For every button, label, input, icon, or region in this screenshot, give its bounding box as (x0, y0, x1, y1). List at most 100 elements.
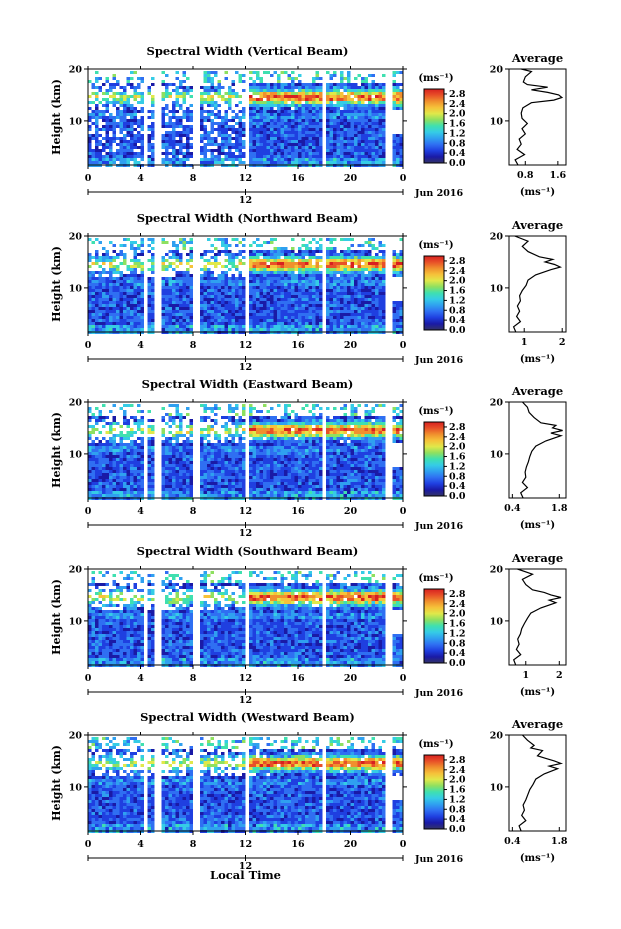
x-tick-label: 0 (400, 839, 407, 850)
y-axis-label: Height (km) (50, 579, 63, 655)
date-tick-label: 12 (239, 362, 252, 373)
average-unit: (ms⁻¹) (520, 354, 555, 365)
y-tick-label: 20 (69, 565, 83, 576)
colorbar-tick-label: 2.0 (449, 276, 466, 287)
y-tick-label: 20 (69, 731, 83, 742)
average-title: Average (511, 218, 563, 232)
colorbar-tick-label: 0.4 (449, 315, 466, 326)
x-tick-label: 0 (85, 839, 92, 850)
average-frame (508, 68, 567, 166)
x-tick-label: 12 (239, 506, 252, 517)
colorbar-tick-label: 0.4 (449, 814, 466, 825)
y-tick-label: 20 (69, 65, 83, 76)
colorbar-tick-label: 1.2 (449, 628, 466, 639)
colorbar-tick-label: 2.8 (449, 256, 466, 267)
x-tick-label: 20 (344, 673, 358, 684)
x-tick-label: 0 (400, 340, 407, 351)
y-axis-label: Height (km) (50, 79, 63, 155)
colorbar-tick-label: 0.0 (449, 824, 466, 835)
x-tick-label: 20 (344, 506, 358, 517)
date-label: Jun 2016 (414, 521, 463, 532)
x-tick-label: 0 (85, 173, 92, 184)
colorbar-tick-label: 1.6 (449, 119, 466, 130)
colorbar-tick-label: 1.6 (449, 785, 466, 796)
average-unit: (ms⁻¹) (520, 687, 555, 698)
colorbar (423, 255, 445, 331)
colorbar-tick-label: 0.0 (449, 158, 466, 169)
panel-title: Spectral Width (Eastward Beam) (142, 377, 354, 391)
y-axis-label: Height (km) (50, 412, 63, 488)
x-tick-label: 8 (190, 673, 197, 684)
avg-x-tick-label: 1 (522, 670, 529, 681)
colorbar-tick-label: 2.8 (449, 89, 466, 100)
x-tick-label: 16 (291, 506, 305, 517)
avg-y-tick-label: 10 (490, 116, 504, 127)
colorbar (423, 421, 445, 497)
heatmap (88, 404, 403, 500)
colorbar (423, 88, 445, 164)
colorbar-tick-label: 1.2 (449, 794, 466, 805)
x-tick-label: 4 (137, 506, 144, 517)
x-tick-label: 20 (344, 173, 358, 184)
panel-title: Spectral Width (Vertical Beam) (147, 44, 349, 58)
avg-y-tick-label: 20 (490, 232, 504, 243)
colorbar-tick-label: 0.8 (449, 138, 466, 149)
date-label: Jun 2016 (414, 355, 463, 366)
x-tick-label: 4 (137, 340, 144, 351)
average-profile-line (514, 68, 564, 166)
avg-x-tick-label: 0.4 (504, 836, 521, 847)
colorbar-tick-label: 1.6 (449, 452, 466, 463)
average-profile-line (512, 568, 562, 666)
colorbar-tick-label: 1.6 (449, 619, 466, 630)
avg-x-tick-label: 2 (556, 670, 563, 681)
x-tick-label: 0 (85, 340, 92, 351)
avg-x-tick-label: 1 (521, 337, 528, 348)
colorbar-tick-label: 1.2 (449, 295, 466, 306)
avg-y-tick-label: 10 (490, 782, 504, 793)
average-profile-line (518, 734, 564, 832)
colorbar (423, 588, 445, 664)
date-tick-label: 12 (239, 695, 252, 706)
x-tick-label: 16 (291, 673, 305, 684)
colorbar-tick-label: 2.0 (449, 775, 466, 786)
colorbar-tick-label: 2.4 (449, 765, 466, 776)
panel-4: Spectral Width (Southward Beam)1020Heigh… (50, 544, 567, 706)
x-tick-label: 0 (85, 673, 92, 684)
colorbar-tick-label: 0.4 (449, 648, 466, 659)
y-tick-label: 10 (69, 449, 83, 460)
colorbar-tick-label: 0.4 (449, 481, 466, 492)
colorbar-unit: (ms⁻¹) (418, 739, 453, 750)
average-unit: (ms⁻¹) (520, 187, 555, 198)
heatmap (88, 238, 403, 334)
heatmap (88, 71, 403, 167)
avg-y-tick-label: 20 (490, 398, 504, 409)
colorbar-tick-label: 0.8 (449, 638, 466, 649)
average-frame (508, 235, 567, 333)
heatmap (88, 737, 403, 833)
colorbar-unit: (ms⁻¹) (418, 73, 453, 84)
x-tick-label: 16 (291, 340, 305, 351)
colorbar-tick-label: 2.8 (449, 589, 466, 600)
date-tick-label: 12 (239, 195, 252, 206)
colorbar-tick-label: 2.0 (449, 442, 466, 453)
panel-2: Spectral Width (Northward Beam)1020Heigh… (50, 211, 567, 373)
date-tick-label: 12 (239, 528, 252, 539)
x-tick-label: 20 (344, 839, 358, 850)
average-unit: (ms⁻¹) (520, 520, 555, 531)
colorbar-tick-label: 2.0 (449, 609, 466, 620)
y-tick-label: 10 (69, 782, 83, 793)
x-tick-label: 0 (400, 173, 407, 184)
colorbar-unit: (ms⁻¹) (418, 240, 453, 251)
x-tick-label: 12 (239, 340, 252, 351)
y-tick-label: 20 (69, 232, 83, 243)
x-tick-label: 0 (400, 673, 407, 684)
colorbar-tick-label: 2.4 (449, 599, 466, 610)
date-label: Jun 2016 (414, 688, 463, 699)
avg-x-tick-label: 0.8 (517, 170, 534, 181)
colorbar-tick-label: 0.4 (449, 148, 466, 159)
heatmap (88, 571, 403, 667)
x-tick-label: 4 (137, 839, 144, 850)
panel-5: Spectral Width (Westward Beam) 10 20 Height… (50, 710, 568, 872)
avg-x-tick-label: 1.6 (550, 170, 567, 181)
